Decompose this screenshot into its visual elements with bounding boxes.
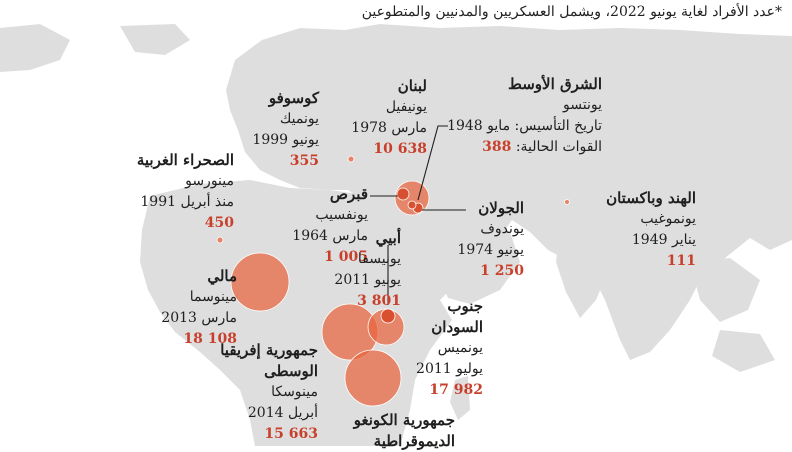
south-sudan-mission: يونميس — [437, 340, 483, 356]
kosovo-value: 355 — [289, 153, 319, 169]
drc-bubble — [344, 349, 402, 407]
golan-label: الجولان يوندوف يونيو 1974 1 250 — [404, 198, 524, 282]
golan-date: يونيو 1974 — [457, 242, 524, 258]
middle-east-leader — [417, 125, 448, 201]
cyprus-title: قبرص — [329, 185, 368, 203]
lebanon-mission: يونيفيل — [385, 99, 427, 115]
india-pakistan-date: يناير 1949 — [631, 232, 696, 248]
mali-label: مالي مينوسما مارس 2013 18 108 — [107, 266, 237, 350]
kosovo-date: يونيو 1999 — [252, 132, 319, 148]
middle-east-title: الشرق الأوسط — [507, 75, 602, 93]
mission-bubbles — [216, 155, 570, 407]
western-sahara-value: 450 — [204, 215, 234, 231]
middle-east-founded: تاريخ التأسيس: مايو 1948 — [447, 118, 602, 134]
south-sudan-title: جنوب السودان — [431, 297, 483, 336]
lebanon-date: مارس 1978 — [351, 120, 427, 136]
middle-east-mission: يونتسو — [563, 97, 602, 113]
india-pakistan-bubble — [564, 199, 570, 205]
kosovo-mission: يونميك — [279, 111, 319, 127]
abyei-mission: يونيسفا — [357, 251, 401, 267]
car-title: جمهورية إفريقيا الوسطى — [220, 341, 318, 380]
middle-east-forces: القوات الحالية: 388 — [382, 137, 602, 158]
leader-lines — [370, 125, 466, 305]
abyei-label: أبيي يونيسفا يونيو 2011 3 801 — [291, 228, 401, 312]
car-label: جمهورية إفريقيا الوسطى مينوسكا أبريل 201… — [198, 340, 318, 445]
middle-east-forces-label: القوات الحالية: — [515, 139, 602, 155]
western-sahara-title: الصحراء الغربية — [136, 151, 234, 169]
footnote: *عدد الأفراد لغاية يونيو 2022، ويشمل الع… — [361, 4, 782, 20]
middle-east-value: 388 — [482, 139, 512, 155]
middle-east-label: الشرق الأوسط يونتسو تاريخ التأسيس: مايو … — [382, 74, 602, 158]
kosovo-label: كوسوفو يونميك يونيو 1999 355 — [199, 88, 319, 172]
abyei-value: 3 801 — [357, 293, 401, 309]
golan-title: الجولان — [478, 199, 524, 217]
mali-date: مارس 2013 — [161, 310, 237, 326]
mali-bubble — [230, 252, 290, 312]
india-pakistan-title: الهند وباكستان — [606, 189, 696, 207]
cyprus-date: مارس 1964 — [292, 228, 368, 244]
kosovo-title: كوسوفو — [268, 89, 319, 107]
car-date: أبريل 2014 — [247, 405, 318, 421]
south-sudan-value: 17 982 — [429, 382, 483, 398]
golan-value: 1 250 — [480, 263, 524, 279]
kosovo-bubble — [347, 155, 355, 163]
abyei-bubble — [380, 308, 396, 324]
cyprus-label: قبرص يونفسيب مارس 1964 1 005 — [228, 184, 368, 268]
south-sudan-label: جنوب السودان يونميس يوليو 2011 17 982 — [403, 296, 483, 401]
western-sahara-label: الصحراء الغربية مينورسو منذ أبريل 1991 4… — [54, 150, 234, 234]
india-pakistan-value: 111 — [666, 253, 696, 269]
lebanon-value: 10 638 — [373, 141, 427, 157]
india-pakistan-label: الهند وباكستان يونموغيب يناير 1949 111 — [556, 188, 696, 272]
car-mission: مينوسكا — [271, 384, 318, 400]
golan-mission: يوندوف — [480, 221, 524, 237]
mali-mission: مينوسما — [189, 289, 237, 305]
lebanon-label: لبنان يونيفيل مارس 1978 10 638 — [307, 76, 427, 160]
western-sahara-mission: مينورسو — [185, 173, 234, 189]
car-value: 15 663 — [264, 426, 318, 442]
south-sudan-date: يوليو 2011 — [416, 361, 483, 377]
middle-east-bubble — [407, 200, 417, 210]
abyei-title: أبيي — [375, 229, 401, 247]
abyei-date: يونيو 2011 — [334, 272, 401, 288]
mali-title: مالي — [207, 267, 237, 285]
western-sahara-date: منذ أبريل 1991 — [140, 194, 234, 210]
lebanon-title: لبنان — [397, 77, 427, 95]
cyprus-bubble — [396, 187, 410, 201]
western-sahara-bubble — [216, 236, 224, 244]
india-pakistan-mission: يونموغيب — [640, 211, 696, 227]
mali-value: 18 108 — [183, 331, 237, 347]
cyprus-value: 1 005 — [324, 249, 368, 265]
cyprus-mission: يونفسيب — [315, 207, 368, 223]
